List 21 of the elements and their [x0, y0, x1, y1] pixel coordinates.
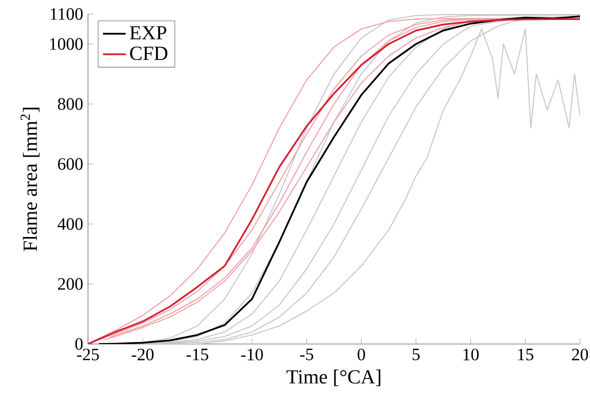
x-tick-label: 5 [412, 348, 420, 360]
y-tick-label: 400 [58, 218, 83, 230]
x-tick-label: -10 [241, 348, 263, 360]
y-tick-label: 1100 [50, 8, 83, 20]
legend-label: CFD [130, 46, 168, 60]
x-tick-label: 15 [518, 348, 534, 360]
x-tick-label: -20 [132, 348, 154, 360]
y-tick-label: 600 [58, 158, 83, 170]
x-tick-label: 20 [572, 348, 588, 360]
y-tick-label: 0 [75, 338, 83, 350]
x-tick-label: -15 [186, 348, 208, 360]
legend-label: EXP [130, 26, 166, 40]
y-tick-label: 1000 [50, 38, 83, 50]
y-tick-label: 800 [58, 98, 83, 110]
x-tick-label: 10 [464, 348, 479, 360]
x-tick-label: -5 [300, 348, 314, 360]
x-axis-title: Time [°CA] [286, 370, 380, 386]
y-axis-title: Flame area [mm$^{2}$] [20, 108, 40, 252]
x-tick-label: 0 [358, 348, 366, 360]
y-tick-label: 200 [58, 278, 83, 290]
x-tick-label: -25 [77, 348, 99, 360]
